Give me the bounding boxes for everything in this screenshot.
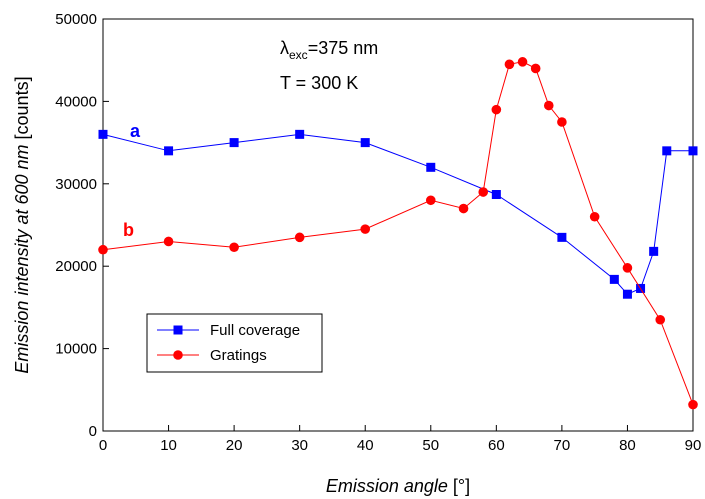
data-point-gratings: [589, 211, 600, 222]
data-point-full-coverage: [426, 162, 436, 172]
lambda-subscript: exc: [289, 48, 308, 62]
lambda-annotation: λexc=375 nm: [280, 38, 378, 62]
data-point-full-coverage: [360, 138, 370, 148]
y-tick-label: 50000: [55, 11, 97, 28]
axis-ticks: 0 10 20 30 40 50 60 70 80 90 0 10000 20000 30000 40000…: [55, 11, 701, 454]
data-point-gratings: [530, 63, 541, 74]
data-point-gratings: [655, 314, 666, 325]
data-point-full-coverage: [662, 146, 672, 156]
lambda-value: =375 nm: [308, 38, 379, 58]
x-tick-label: 70: [554, 437, 571, 454]
data-point-gratings: [294, 232, 305, 243]
x-tick-label: 80: [619, 437, 636, 454]
data-point-full-coverage: [295, 129, 305, 139]
data-point-gratings: [491, 104, 502, 115]
data-point-gratings: [458, 203, 469, 214]
data-point-full-coverage: [688, 146, 698, 156]
data-point-gratings: [360, 224, 371, 234]
x-tick-label: 10: [160, 437, 177, 454]
data-point-full-coverage: [164, 146, 174, 156]
series-b-letter: b: [123, 220, 134, 240]
data-point-gratings: [688, 399, 698, 410]
lambda-symbol: λ: [280, 38, 289, 58]
data-point-full-coverage: [98, 129, 108, 139]
legend: Full coverage Gratings: [146, 313, 323, 373]
legend-label-gratings: Gratings: [210, 347, 267, 364]
x-tick-label: 50: [422, 437, 439, 454]
data-point-full-coverage: [649, 246, 659, 256]
x-tick-label: 60: [488, 437, 505, 454]
x-tick-label: 40: [357, 437, 374, 454]
x-tick-label: 90: [685, 437, 702, 454]
data-point-full-coverage: [491, 190, 501, 200]
series-line-full-coverage: [102, 133, 693, 295]
data-point-gratings: [543, 100, 554, 111]
data-point-gratings: [425, 195, 436, 206]
y-tick-label: 10000: [55, 341, 97, 358]
series-line-gratings: [102, 61, 694, 405]
data-point-gratings: [557, 117, 567, 127]
y-tick-label: 30000: [55, 176, 97, 193]
y-tick-label: 40000: [55, 93, 97, 110]
legend-marker-gratings: [173, 350, 183, 360]
data-point-gratings: [504, 59, 515, 70]
legend-label-full-coverage: Full coverage: [210, 322, 300, 339]
data-point-gratings: [163, 236, 174, 247]
plot-frame: [102, 18, 694, 432]
x-axis-title: Emission angle [°]: [326, 476, 470, 496]
y-tick-label: 0: [89, 423, 97, 440]
series-a-letter: a: [130, 121, 141, 141]
temperature-annotation: T = 300 K: [280, 73, 358, 93]
data-point-gratings: [229, 242, 239, 253]
data-point-full-coverage: [622, 289, 632, 299]
x-axis-title-unit: [°]: [453, 476, 470, 496]
data-point-gratings: [517, 57, 528, 67]
x-axis-title-main: Emission angle: [326, 476, 448, 496]
y-axis-title-main: Emission intensity at 600 nm: [12, 144, 32, 373]
series-layer: [98, 57, 698, 410]
legend-box: [146, 313, 323, 373]
data-point-gratings: [98, 244, 108, 255]
x-tick-label: 30: [291, 437, 308, 454]
data-point-full-coverage: [229, 138, 239, 148]
x-tick-label: 20: [226, 437, 243, 454]
y-axis-title: Emission intensity at 600 nm [counts]: [12, 76, 32, 373]
x-tick-label: 0: [99, 437, 107, 454]
data-point-full-coverage: [609, 274, 619, 284]
y-tick-label: 20000: [55, 258, 97, 275]
data-point-full-coverage: [557, 232, 567, 242]
legend-marker-full-coverage: [173, 325, 183, 335]
data-point-gratings: [622, 263, 633, 273]
data-point-gratings: [478, 187, 489, 197]
y-axis-title-unit: [counts]: [12, 76, 32, 139]
